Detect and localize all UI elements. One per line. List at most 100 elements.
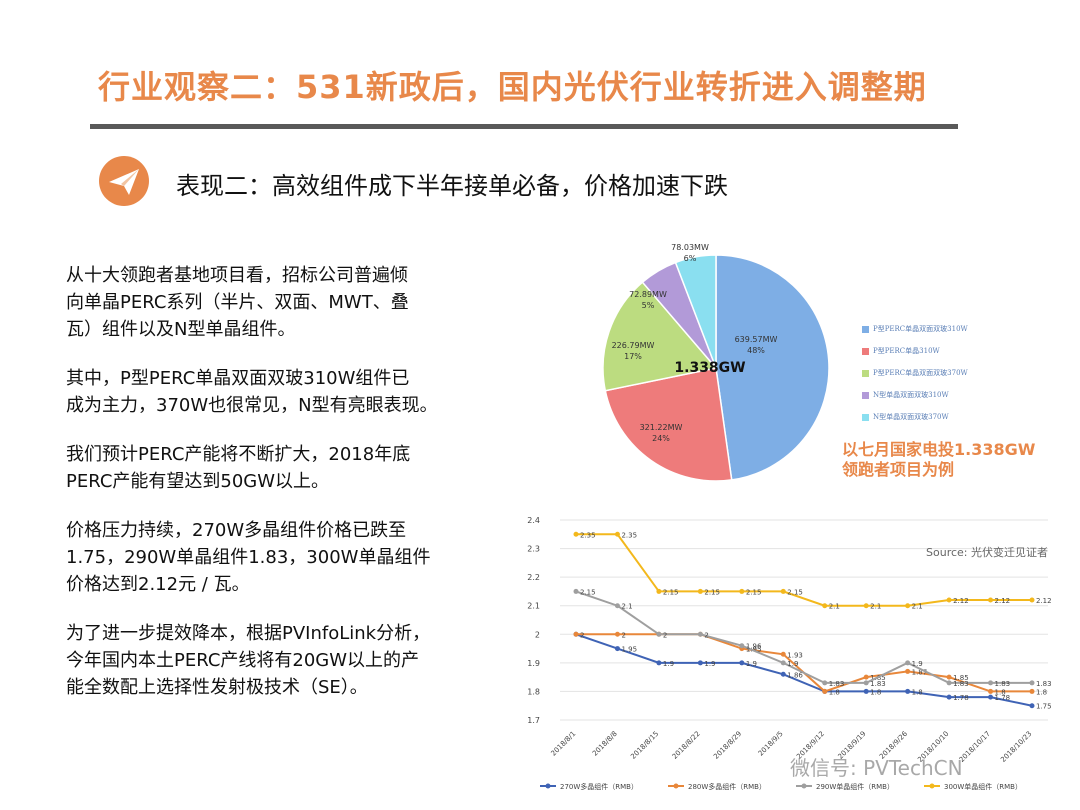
data-point [739,643,745,649]
data-label: 1.83 [1036,680,1052,688]
text-line: 1.75，290W单晶组件1.83，300W单晶组件 [66,547,431,568]
pie-center-label: 1.338GW [674,360,745,376]
text-line: 为了进一步提效降本，根据PVInfoLink分析， [66,623,431,644]
y-tick-label: 2.1 [527,602,540,611]
paragraph: 从十大领跑者基地项目看，招标公司普遍倾 向单晶PERC系列（半片、双面、MWT、… [66,262,496,343]
data-label: 2 [621,631,625,639]
data-label: 2.12 [953,597,969,605]
legend-label: P型PERC单晶310W [873,347,940,355]
data-label: 2.1 [621,603,632,611]
pie-pct-label: 48% [747,346,765,355]
data-label: 1.9 [704,660,715,668]
data-label: 1.78 [953,694,969,702]
data-point [614,646,620,652]
data-label: 1.96 [746,643,762,651]
y-tick-label: 2 [535,630,540,639]
data-point [780,588,786,594]
pie-value-label: 226.79MW [612,341,655,350]
data-label: 1.8 [829,688,840,696]
pie-slice [602,281,718,392]
x-tick-label: 2018/8/22 [671,730,702,761]
pie-slice [674,254,717,369]
data-label: 1.8 [912,688,923,696]
data-point [573,531,579,537]
line-chart: 1.7 1.8 1.9 2 2.1 2.2 2.3 2.4 2018/8/1 2018/8/8 20… [527,516,1052,791]
data-label: 1.9 [912,660,923,668]
data-label: 1.75 [1036,703,1052,711]
data-point [1029,688,1035,694]
legend-swatch [862,391,869,399]
data-point [905,688,911,694]
data-label: 2.35 [621,531,637,539]
data-label: 1.9 [787,660,798,668]
text-line: 瓦）组件以及N型单晶组件。 [66,319,296,340]
data-point [863,680,869,686]
text-line: PERC产能有望达到50GW以上。 [66,471,330,492]
title-divider [90,124,958,129]
x-tick-label: 2018/8/15 [629,730,660,761]
text-line: 我们预计PERC产能将不断扩大，2018年底 [66,444,411,465]
legend-label: 280W多晶组件（RMB） [688,782,766,791]
legend-swatch [862,325,869,333]
data-point [946,674,952,680]
data-label: 2.15 [787,588,803,596]
pie-example-note: 以七月国家电投1.338GW 领跑者项目为例 [842,440,1035,480]
pie-chart: 639.57MW 48% 321.22MW 24% 226.79MW 17% 72.89MW… [602,243,830,482]
legend-swatch [862,347,869,355]
data-point [988,597,994,603]
legend-label: P型PERC单晶双面双玻370W [873,369,968,377]
x-tick-label: 2018/9/5 [757,730,785,758]
data-label: 1.8 [1036,688,1047,696]
text-line: 成为主力，370W也很常见，N型有亮眼表现。 [66,395,438,416]
note-line: 以七月国家电投1.338GW [842,440,1036,459]
data-label: 2.12 [995,597,1011,605]
legend-label: 270W多晶组件（RMB） [560,782,638,791]
legend-label: 290W单晶组件（RMB） [816,782,894,791]
data-label: 2.15 [663,588,679,596]
legend-swatch [862,369,869,377]
text-line: 其中，P型PERC单晶双面双玻310W组件已 [66,368,410,389]
data-point [697,660,703,666]
pie-slice [604,367,733,482]
data-point [988,680,994,686]
paragraph: 其中，P型PERC单晶双面双玻310W组件已 成为主力，370W也很常见，N型有… [66,365,496,419]
data-point [739,660,745,666]
data-point [988,694,994,700]
data-point [697,588,703,594]
data-point [863,688,869,694]
page-title: 行业观察二：531新政后，国内光伏行业转折进入调整期 [98,68,927,106]
data-point [614,603,620,609]
pie-value-label: 72.89MW [629,290,667,299]
y-tick-label: 1.7 [527,716,540,725]
legend-label: N型单晶双面双玻310W [873,391,949,399]
wechat-watermark: 微信号: PVTechCN [790,756,963,780]
data-label: 2.12 [1036,597,1052,605]
legend-label: N型单晶双面双玻370W [873,413,949,421]
data-point [656,660,662,666]
source-note: Source: 光伏变迁见证者 [926,545,1048,559]
text-line: 价格达到2.12元 / 瓦。 [66,574,250,595]
data-point [946,680,952,686]
series-line [576,533,1032,607]
legend-item: N型单晶双面双玻370W [862,406,968,428]
data-point [573,588,579,594]
data-label: 1.83 [870,680,886,688]
x-tick-label: 2018/10/17 [958,730,992,764]
note-line: 领跑者项目为例 [842,460,955,479]
data-label: 1.86 [787,671,803,679]
data-label: 2.1 [912,603,923,611]
data-label: 1.9 [663,660,674,668]
data-label: 1.87 [912,668,928,676]
data-point [822,603,828,609]
data-label: 2 [663,631,667,639]
data-label: 2 [580,631,584,639]
data-label: 1.85 [953,674,969,682]
y-tick-label: 1.9 [527,659,540,668]
pie-pct-label: 24% [652,434,670,443]
data-point [614,531,620,537]
legend-marker [929,783,935,789]
legend-item: N型单晶双面双玻310W [862,384,968,406]
pie-slice [715,254,830,481]
data-label: 1.83 [829,680,845,688]
pie-pct-label: 5% [642,301,655,310]
